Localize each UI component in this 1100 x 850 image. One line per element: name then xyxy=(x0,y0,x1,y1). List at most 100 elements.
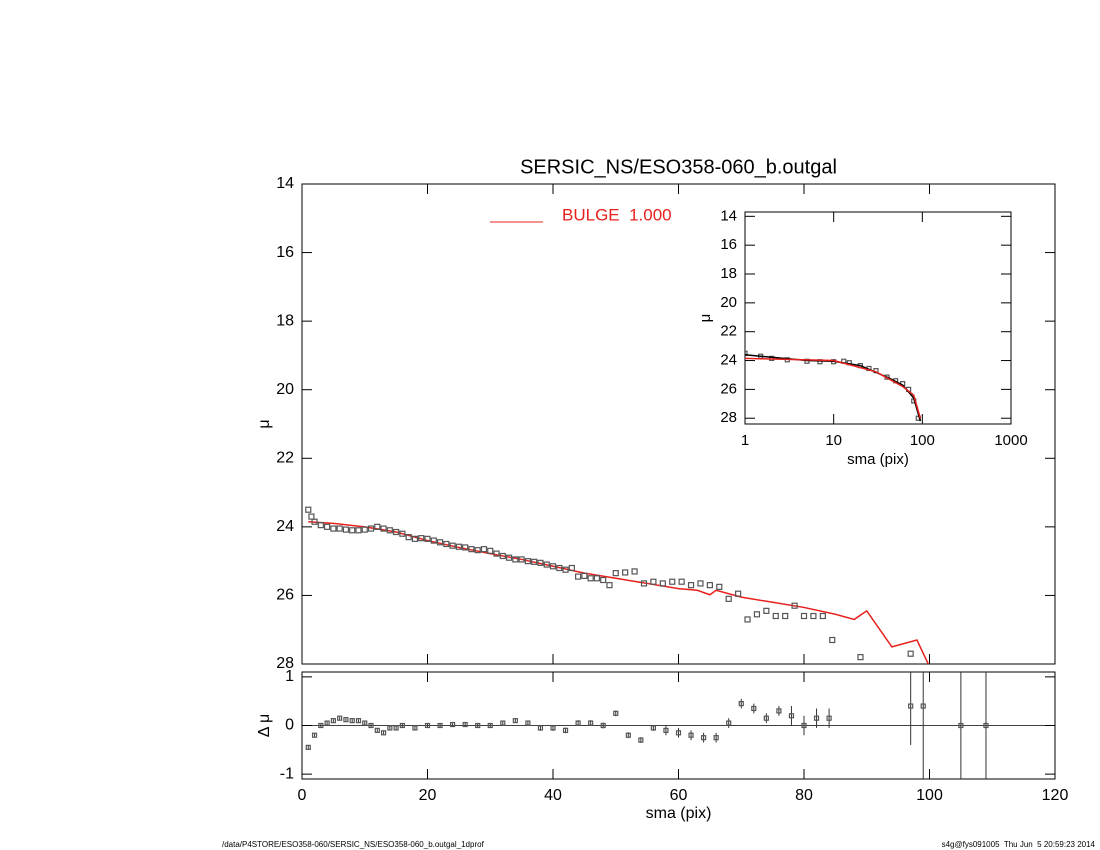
footer-left: /data/P4STORE/ESO358-060/SERSIC_NS/ESO35… xyxy=(222,840,485,849)
data-point xyxy=(374,523,381,530)
data-point xyxy=(436,539,444,546)
y-tick-label: 18 xyxy=(720,265,737,282)
data-point xyxy=(726,720,732,726)
data-point xyxy=(308,513,315,520)
data-point xyxy=(405,534,412,541)
data-point xyxy=(450,721,456,728)
x-tick-label: 80 xyxy=(795,787,813,804)
data-point xyxy=(776,708,782,714)
data-point xyxy=(920,703,926,709)
y-tick-label: 14 xyxy=(720,207,737,224)
plot-area xyxy=(745,350,922,422)
x-tick-label: 120 xyxy=(1042,787,1069,804)
data-point xyxy=(543,561,550,568)
data-point xyxy=(638,737,644,743)
data-point xyxy=(449,542,456,549)
x-tick-label: 0 xyxy=(298,787,307,804)
data-point xyxy=(678,578,685,585)
data-point xyxy=(537,559,544,566)
data-point xyxy=(593,575,601,582)
data-point xyxy=(650,725,657,731)
data-point xyxy=(349,718,355,724)
data-point xyxy=(772,612,779,620)
y-tick-label: 24 xyxy=(276,518,294,535)
y-tick-label: 14 xyxy=(276,175,294,192)
data-point xyxy=(349,527,356,534)
data-point xyxy=(462,721,468,728)
y-axis-label: Δ μ xyxy=(256,714,273,737)
data-point xyxy=(687,582,695,589)
x-tick-label: 1 xyxy=(741,432,749,449)
data-point xyxy=(763,715,769,721)
data-point xyxy=(505,554,513,561)
data-point xyxy=(368,722,374,729)
plot-area xyxy=(305,506,929,664)
data-point xyxy=(688,732,694,738)
data-point xyxy=(700,735,707,741)
data-point xyxy=(474,547,481,554)
data-point xyxy=(336,525,343,532)
data-point xyxy=(500,720,506,726)
data-point xyxy=(387,725,393,731)
data-point xyxy=(424,535,431,542)
data-point xyxy=(499,552,506,560)
data-point xyxy=(374,727,380,733)
data-point xyxy=(574,573,582,580)
data-point xyxy=(493,550,500,557)
data-point xyxy=(813,715,820,721)
model-line xyxy=(745,357,922,419)
data-point xyxy=(475,722,481,729)
data-point xyxy=(562,727,569,733)
y-tick-label: 26 xyxy=(276,587,294,604)
data-point xyxy=(600,722,606,729)
data-point xyxy=(362,720,368,726)
x-tick-label: 100 xyxy=(916,787,943,804)
data-point xyxy=(675,730,682,736)
data-point xyxy=(622,569,629,576)
x-tick-label: 60 xyxy=(670,787,688,804)
data-point xyxy=(744,616,751,623)
y-tick-label: 16 xyxy=(276,244,294,261)
data-point xyxy=(763,607,770,614)
data-point xyxy=(487,722,493,729)
data-point xyxy=(318,722,324,729)
x-tick-label: 40 xyxy=(544,787,562,804)
data-point xyxy=(738,701,744,707)
data-point xyxy=(337,715,343,721)
data-point xyxy=(625,732,631,738)
data-point xyxy=(819,612,826,620)
data-point xyxy=(330,525,337,532)
data-point xyxy=(562,566,569,573)
data-point xyxy=(549,563,557,570)
data-point xyxy=(480,546,488,553)
x-tick-label: 100 xyxy=(910,432,935,449)
y-axis-label: μ xyxy=(697,314,714,323)
data-point xyxy=(650,578,657,585)
data-point xyxy=(612,570,619,577)
data-point xyxy=(663,727,669,733)
data-point xyxy=(788,713,795,719)
x-tick-label: 20 xyxy=(419,787,437,804)
data-point xyxy=(907,650,914,657)
data-point xyxy=(829,636,836,644)
data-point xyxy=(575,720,581,726)
data-point xyxy=(443,540,450,548)
legend-label: BULGE 1.000 xyxy=(562,205,672,224)
x-tick-label: 10 xyxy=(825,432,842,449)
data-point xyxy=(305,506,312,513)
data-point xyxy=(455,543,462,550)
data-point xyxy=(713,735,719,741)
data-point xyxy=(393,528,400,536)
data-point xyxy=(613,710,619,716)
data-point xyxy=(355,527,362,534)
y-tick-label: 18 xyxy=(276,312,294,329)
data-point xyxy=(367,525,375,532)
data-point xyxy=(791,602,798,609)
data-point xyxy=(487,547,494,554)
data-point xyxy=(525,720,531,726)
data-point xyxy=(462,544,469,551)
data-point xyxy=(600,576,607,584)
data-point xyxy=(380,525,387,532)
data-point xyxy=(343,717,349,723)
data-point xyxy=(725,595,732,602)
